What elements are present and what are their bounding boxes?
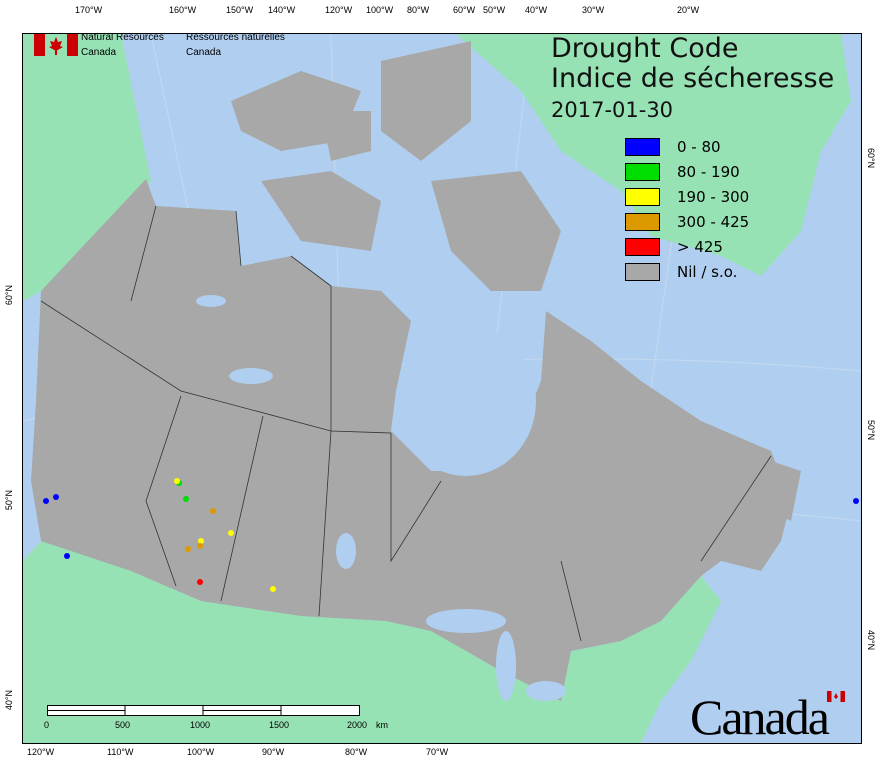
drought-point <box>64 553 70 559</box>
legend-item: Nil / s.o. <box>625 259 749 284</box>
drought-point <box>53 494 59 500</box>
scale-label: 2000 <box>347 720 368 730</box>
drought-point <box>853 498 859 504</box>
legend-label: Nil / s.o. <box>677 262 738 281</box>
top-tick: 170°W <box>75 5 103 15</box>
bottom-tick: 90°W <box>262 747 285 757</box>
united-states <box>23 541 721 743</box>
wordmark-flag-icon <box>827 691 845 702</box>
bottom-tick: 70°W <box>426 747 449 757</box>
left-tick: 50°N <box>4 490 14 511</box>
scale-label: 1500 <box>269 720 290 730</box>
drought-point <box>210 508 216 514</box>
canada-flag-icon <box>34 34 78 56</box>
map-date: 2017-01-30 <box>551 98 674 122</box>
bottom-tick: 110°W <box>107 747 134 757</box>
legend-swatch <box>625 262 660 281</box>
agency-fr-2: Canada <box>186 47 222 58</box>
top-tick: 150°W <box>226 5 254 15</box>
legend-swatch <box>625 137 660 156</box>
top-tick: 20°W <box>677 5 700 15</box>
legend-label: 80 - 190 <box>677 162 740 181</box>
canada-wordmark: Canada <box>690 688 845 746</box>
title-fr: Indice de sécheresse <box>551 63 835 94</box>
scale-label: 500 <box>115 720 131 730</box>
legend-item: 0 - 80 <box>625 134 749 159</box>
legend-swatch <box>625 187 660 206</box>
map-canvas <box>23 34 861 743</box>
arctic-islands <box>231 41 801 521</box>
drought-point <box>174 478 180 484</box>
top-tick: 80°W <box>407 5 430 15</box>
lakes <box>196 295 566 701</box>
map-title: Drought Code Indice de sécheresse 2017-0… <box>551 33 835 123</box>
alaska <box>23 34 151 301</box>
bottom-tick: 120°W <box>27 747 55 757</box>
title-en: Drought Code <box>551 33 739 64</box>
scale-unit: km <box>376 720 388 730</box>
legend-swatch <box>625 162 660 181</box>
legend-swatch <box>625 237 660 256</box>
top-tick: 50°W <box>483 5 506 15</box>
wordmark-text: Canada <box>690 689 830 745</box>
canada <box>31 179 791 701</box>
agency-en-1: Natural Resources <box>81 33 164 43</box>
drought-point <box>197 579 203 585</box>
top-tick: 30°W <box>582 5 605 15</box>
drought-points <box>43 478 859 592</box>
top-tick: 120°W <box>325 5 353 15</box>
top-tick: 40°W <box>525 5 548 15</box>
top-tick: 140°W <box>268 5 296 15</box>
agency-fr-1: Ressources naturelles <box>186 33 285 43</box>
top-tick: 60°W <box>453 5 476 15</box>
bottom-tick: 80°W <box>345 747 368 757</box>
legend-item: 300 - 425 <box>625 209 749 234</box>
legend-label: 190 - 300 <box>677 187 750 206</box>
drought-point <box>270 586 276 592</box>
map-frame[interactable]: Natural Resources Canada Ressources natu… <box>22 33 862 744</box>
legend: 0 - 80 80 - 190 190 - 300 300 - 425 > 425 Nil… <box>625 134 749 284</box>
left-tick: 60°N <box>4 285 14 306</box>
legend-item: 80 - 190 <box>625 159 749 184</box>
legend-label: 300 - 425 <box>677 212 750 231</box>
scale-label: 1000 <box>190 720 211 730</box>
legend-label: > 425 <box>677 237 723 256</box>
drought-point <box>198 538 204 544</box>
province-borders <box>40 205 772 642</box>
legend-swatch <box>625 212 660 231</box>
drought-point <box>183 496 189 502</box>
right-tick: 50°N <box>866 420 876 441</box>
scale-label: 0 <box>44 720 50 730</box>
agency-en-2: Canada <box>81 47 117 58</box>
drought-point <box>228 530 234 536</box>
drought-point <box>197 543 203 549</box>
scale-bar: 0 500 1000 1500 2000 km <box>44 705 388 734</box>
left-tick: 40°N <box>4 690 14 711</box>
right-tick: 60°N <box>866 148 876 169</box>
legend-item: > 425 <box>625 234 749 259</box>
top-tick: 160°W <box>169 5 197 15</box>
legend-item: 190 - 300 <box>625 184 749 209</box>
right-tick: 40°N <box>866 630 876 651</box>
bottom-tick: 100°W <box>187 747 215 757</box>
legend-label: 0 - 80 <box>677 137 721 156</box>
top-tick: 100°W <box>366 5 394 15</box>
drought-point <box>43 498 49 504</box>
drought-point <box>185 546 191 552</box>
scale-bar-graphic <box>47 705 360 716</box>
hudson-bay <box>396 326 536 476</box>
